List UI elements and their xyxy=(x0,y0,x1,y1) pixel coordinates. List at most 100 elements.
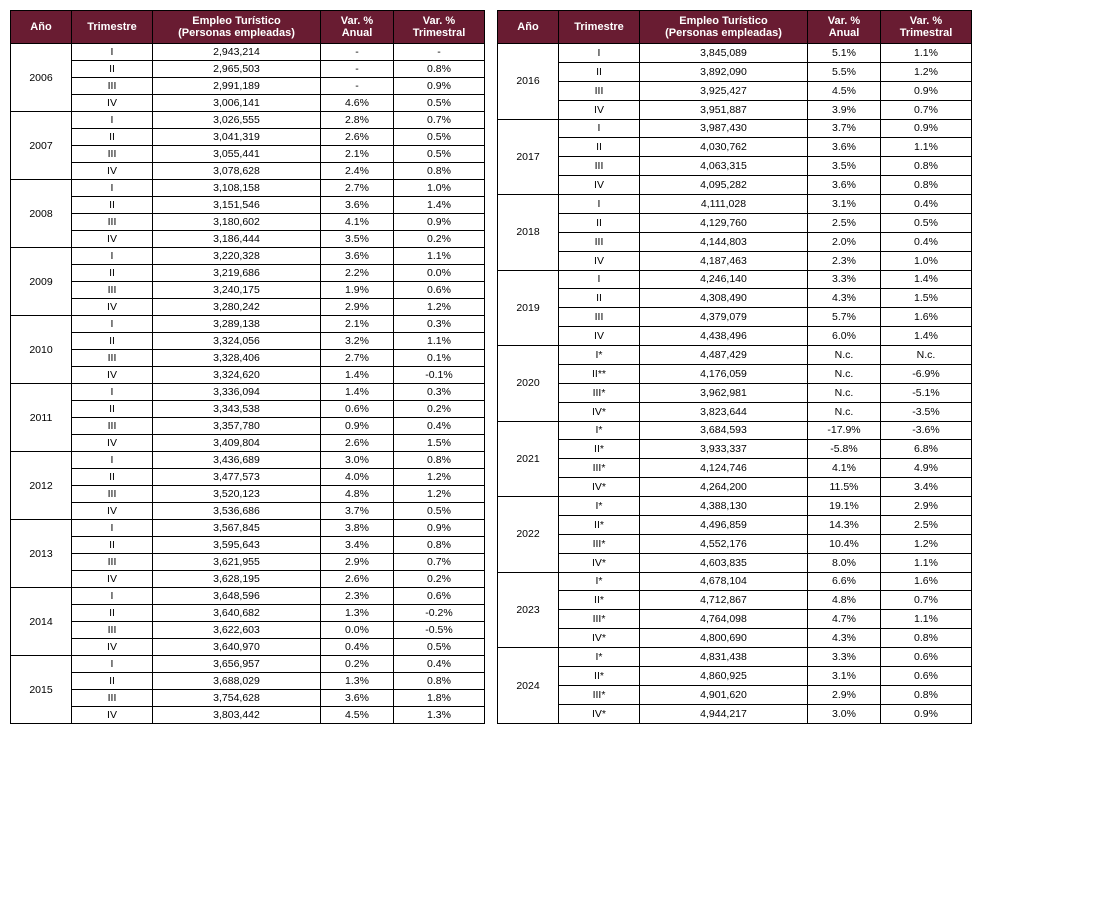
var-trimestral-cell: 0.8% xyxy=(881,685,972,704)
employment-cell: 3,436,689 xyxy=(153,452,321,469)
var-anual-cell: 4.5% xyxy=(321,707,394,724)
employment-cell: 3,892,090 xyxy=(640,62,808,81)
table-row: III2,991,189-0.9% xyxy=(11,78,485,95)
var-anual-cell: 3.2% xyxy=(321,333,394,350)
table-row: IV3,186,4443.5%0.2% xyxy=(11,231,485,248)
var-anual-cell: 4.0% xyxy=(321,469,394,486)
var-anual-cell: 3.8% xyxy=(321,520,394,537)
var-trimestral-cell: 6.8% xyxy=(881,440,972,459)
table-row: II3,477,5734.0%1.2% xyxy=(11,469,485,486)
var-trimestral-cell: 0.8% xyxy=(394,673,485,690)
var-anual-cell: 3.4% xyxy=(321,537,394,554)
trimester-cell: IV xyxy=(72,95,153,112)
var-anual-cell: -5.8% xyxy=(808,440,881,459)
header-var-trim-line1: Var. % xyxy=(423,15,455,27)
table-row: IV*3,823,644N.c.-3.5% xyxy=(498,402,972,421)
var-anual-cell: 2.6% xyxy=(321,435,394,452)
var-anual-cell: - xyxy=(321,44,394,61)
table-row: III*4,124,7464.1%4.9% xyxy=(498,459,972,478)
employment-table-left: Año Trimestre Empleo Turístico (Personas… xyxy=(10,10,485,724)
header-var-trim-line2: Trimestral xyxy=(900,27,953,39)
var-anual-cell: 3.1% xyxy=(808,666,881,685)
var-trimestral-cell: -0.2% xyxy=(394,605,485,622)
var-anual-cell: 2.6% xyxy=(321,571,394,588)
employment-cell: 3,987,430 xyxy=(640,119,808,138)
year-cell: 2007 xyxy=(11,112,72,180)
trimester-cell: I xyxy=(72,520,153,537)
employment-cell: 4,901,620 xyxy=(640,685,808,704)
var-trimestral-cell: 1.6% xyxy=(881,572,972,591)
var-anual-cell: 4.1% xyxy=(808,459,881,478)
table-row: III4,379,0795.7%1.6% xyxy=(498,308,972,327)
trimester-cell: IV xyxy=(72,367,153,384)
employment-cell: 4,111,028 xyxy=(640,195,808,214)
var-anual-cell: 1.4% xyxy=(321,367,394,384)
trimester-cell: IV* xyxy=(559,402,640,421)
trimester-cell: IV xyxy=(72,639,153,656)
table-row: 2020I*4,487,429N.c.N.c. xyxy=(498,346,972,365)
var-anual-cell: 3.6% xyxy=(808,138,881,157)
employment-cell: 3,006,141 xyxy=(153,95,321,112)
table-row: 2006I2,943,214-- xyxy=(11,44,485,61)
table-row: 2022I*4,388,13019.1%2.9% xyxy=(498,497,972,516)
var-trimestral-cell: 1.0% xyxy=(881,251,972,270)
var-trimestral-cell: 0.9% xyxy=(394,520,485,537)
employment-cell: 4,095,282 xyxy=(640,176,808,195)
trimester-cell: III xyxy=(72,690,153,707)
header-employment: Empleo Turístico (Personas empleadas) xyxy=(153,11,321,44)
var-anual-cell: 2.7% xyxy=(321,180,394,197)
var-anual-cell: 4.7% xyxy=(808,610,881,629)
table-body-left: 2006I2,943,214--II2,965,503-0.8%III2,991… xyxy=(11,44,485,724)
var-anual-cell: 6.0% xyxy=(808,327,881,346)
var-trimestral-cell: 0.5% xyxy=(394,639,485,656)
table-row: II3,324,0563.2%1.1% xyxy=(11,333,485,350)
var-trimestral-cell: 1.4% xyxy=(881,270,972,289)
trimester-cell: IV* xyxy=(559,478,640,497)
employment-cell: 3,684,593 xyxy=(640,421,808,440)
var-trimestral-cell: 1.6% xyxy=(881,308,972,327)
var-anual-cell: 5.1% xyxy=(808,44,881,63)
employment-cell: 4,944,217 xyxy=(640,704,808,723)
year-cell: 2010 xyxy=(11,316,72,384)
trimester-cell: IV xyxy=(559,251,640,270)
var-trimestral-cell: 0.6% xyxy=(394,282,485,299)
trimester-cell: II* xyxy=(559,591,640,610)
var-trimestral-cell: 1.1% xyxy=(394,333,485,350)
trimester-cell: I* xyxy=(559,648,640,667)
table-row: III3,180,6024.1%0.9% xyxy=(11,214,485,231)
employment-cell: 3,962,981 xyxy=(640,383,808,402)
trimester-cell: I xyxy=(72,180,153,197)
employment-cell: 4,030,762 xyxy=(640,138,808,157)
var-trimestral-cell: 0.8% xyxy=(394,537,485,554)
table-row: III3,357,7800.9%0.4% xyxy=(11,418,485,435)
var-trimestral-cell: 1.2% xyxy=(394,469,485,486)
employment-cell: 4,860,925 xyxy=(640,666,808,685)
trimester-cell: III xyxy=(559,308,640,327)
var-anual-cell: N.c. xyxy=(808,383,881,402)
table-row: IV*4,264,20011.5%3.4% xyxy=(498,478,972,497)
var-anual-cell: 2.1% xyxy=(321,316,394,333)
var-anual-cell: 3.9% xyxy=(808,100,881,119)
employment-cell: 4,144,803 xyxy=(640,232,808,251)
var-anual-cell: 4.1% xyxy=(321,214,394,231)
trimester-cell: III xyxy=(72,554,153,571)
var-trimestral-cell: 1.1% xyxy=(881,44,972,63)
trimester-cell: II xyxy=(72,265,153,282)
header-year: Año xyxy=(11,11,72,44)
var-trimestral-cell: 0.7% xyxy=(394,554,485,571)
employment-cell: 4,678,104 xyxy=(640,572,808,591)
employment-cell: 4,496,859 xyxy=(640,515,808,534)
table-row: III3,925,4274.5%0.9% xyxy=(498,81,972,100)
trimester-cell: IV* xyxy=(559,629,640,648)
year-cell: 2011 xyxy=(11,384,72,452)
trimester-cell: II* xyxy=(559,515,640,534)
trimester-cell: III xyxy=(72,486,153,503)
var-trimestral-cell: -0.1% xyxy=(394,367,485,384)
var-anual-cell: N.c. xyxy=(808,402,881,421)
var-trimestral-cell: 1.2% xyxy=(394,486,485,503)
employment-cell: 3,823,644 xyxy=(640,402,808,421)
var-trimestral-cell: 0.8% xyxy=(881,176,972,195)
trimester-cell: I xyxy=(72,248,153,265)
trimester-cell: I xyxy=(72,44,153,61)
table-row: 2012I3,436,6893.0%0.8% xyxy=(11,452,485,469)
